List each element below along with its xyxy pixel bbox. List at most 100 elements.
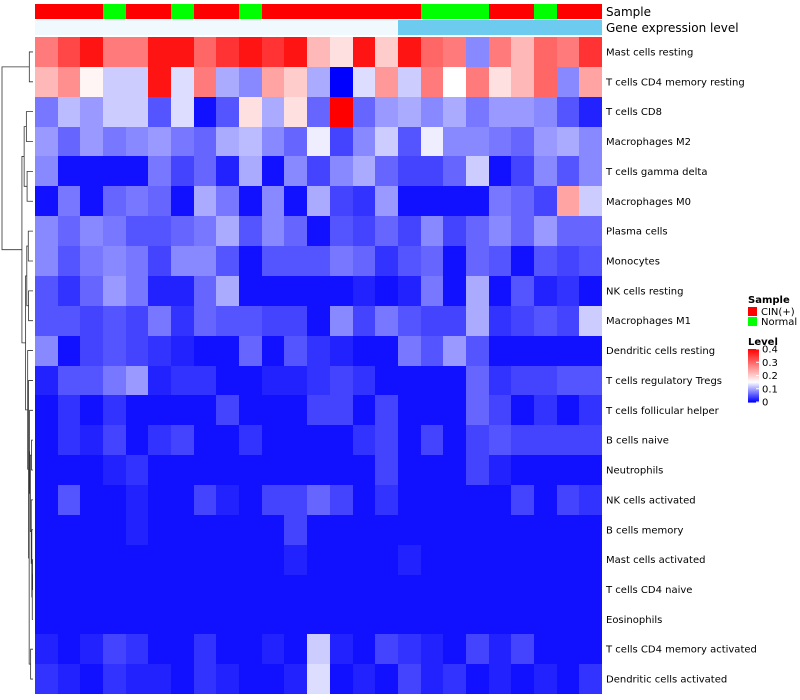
heatmap-cell — [239, 276, 262, 306]
heatmap-cell — [262, 336, 284, 366]
heatmap-cell — [171, 276, 194, 306]
colorbar-segment — [748, 375, 759, 377]
colorbar-segment — [748, 394, 759, 397]
legend-item-label: Normal — [761, 317, 797, 328]
heatmap-cell — [511, 664, 534, 694]
expression-annotation-cell — [398, 20, 421, 35]
heatmap-cell — [511, 216, 534, 246]
heatmap-cell — [262, 216, 284, 246]
heatmap-cell — [35, 515, 58, 545]
sample-annotation-cell — [353, 4, 375, 19]
heatmap-cell — [307, 156, 330, 186]
colorbar-segment — [748, 349, 759, 351]
colorbar-segment — [748, 359, 759, 362]
heatmap-cell — [330, 395, 353, 425]
dendrogram-branch — [1, 66, 30, 251]
heatmap-cell — [534, 156, 557, 186]
heatmap-cell — [126, 37, 148, 67]
heatmap-cell — [216, 545, 239, 575]
heatmap-cell — [58, 366, 80, 395]
colorbar-segment — [748, 351, 759, 354]
heatmap-cell — [194, 216, 216, 246]
heatmap-cell — [557, 455, 579, 485]
heatmap-cell — [375, 97, 398, 127]
heatmap-cell — [58, 455, 80, 485]
heatmap-cell — [262, 455, 284, 485]
heatmap-cell — [148, 366, 171, 395]
heatmap-cell — [148, 425, 171, 455]
heatmap-cell — [398, 395, 421, 425]
heatmap-cell — [148, 604, 171, 634]
heatmap-cell — [375, 366, 398, 395]
heatmap-cell — [262, 664, 284, 694]
heatmap-cell — [466, 37, 489, 67]
heatmap-cell — [284, 336, 307, 366]
heatmap-cell — [171, 67, 194, 97]
heatmap-cell — [489, 545, 511, 575]
heatmap-cell — [489, 97, 511, 127]
heatmap-cell — [353, 216, 375, 246]
heatmap-cell — [216, 156, 239, 186]
heatmap-cell — [511, 246, 534, 276]
heatmap-cell — [35, 67, 58, 97]
heatmap-cell — [284, 515, 307, 545]
heatmap-cell — [239, 97, 262, 127]
heatmap-cell — [58, 246, 80, 276]
heatmap-cell — [398, 575, 421, 604]
sample-annotation-cell — [216, 4, 239, 19]
heatmap-cell — [284, 425, 307, 455]
heatmap-cell — [375, 455, 398, 485]
expression-annotation-cell — [421, 20, 443, 35]
heatmap-cell — [126, 67, 148, 97]
heatmap-cell — [216, 455, 239, 485]
heatmap-cell — [216, 395, 239, 425]
heatmap-cell — [353, 37, 375, 67]
heatmap-cell — [194, 186, 216, 216]
heatmap-cell — [216, 37, 239, 67]
heatmap-cell — [126, 276, 148, 306]
heatmap-cell — [284, 67, 307, 97]
heatmap-cell — [557, 485, 579, 515]
heatmap-cell — [579, 186, 602, 216]
heatmap-cell — [239, 306, 262, 336]
heatmap-cell — [511, 634, 534, 664]
heatmap-cell — [35, 545, 58, 575]
heatmap-cell — [511, 306, 534, 336]
heatmap-cell — [466, 306, 489, 336]
heatmap-cell — [330, 97, 353, 127]
heatmap-cell — [579, 127, 602, 156]
sample-annotation-cell — [80, 4, 103, 19]
heatmap-cell — [443, 97, 466, 127]
heatmap-cell — [148, 395, 171, 425]
colorbar-segment — [748, 400, 759, 402]
heatmap-cell — [579, 515, 602, 545]
heatmap-cell — [171, 575, 194, 604]
heatmap-cell — [353, 186, 375, 216]
heatmap-cell — [239, 216, 262, 246]
heatmap-cell — [148, 67, 171, 97]
heatmap-cell — [421, 156, 443, 186]
heatmap-cell — [534, 425, 557, 455]
sample-annotation-cell — [148, 4, 171, 19]
heatmap-cell — [398, 664, 421, 694]
heatmap-cell — [307, 545, 330, 575]
colorbar-segment — [748, 395, 759, 398]
heatmap-cell — [103, 156, 126, 186]
heatmap-cell — [284, 366, 307, 395]
heatmap-cell — [557, 246, 579, 276]
expression-annotation-cell — [579, 20, 602, 35]
heatmap-cell — [398, 127, 421, 156]
heatmap-cell — [466, 395, 489, 425]
colorbar-segment — [748, 383, 759, 385]
heatmap-cell — [579, 425, 602, 455]
heatmap-cell — [262, 634, 284, 664]
row-label: Dendritic cells resting — [606, 346, 715, 357]
colorbar-segment — [748, 378, 759, 380]
heatmap-cell — [466, 604, 489, 634]
heatmap-cell — [421, 186, 443, 216]
heatmap-cell — [489, 366, 511, 395]
heatmap-cell — [375, 515, 398, 545]
heatmap-cell — [443, 515, 466, 545]
colorbar-segment — [748, 355, 759, 357]
